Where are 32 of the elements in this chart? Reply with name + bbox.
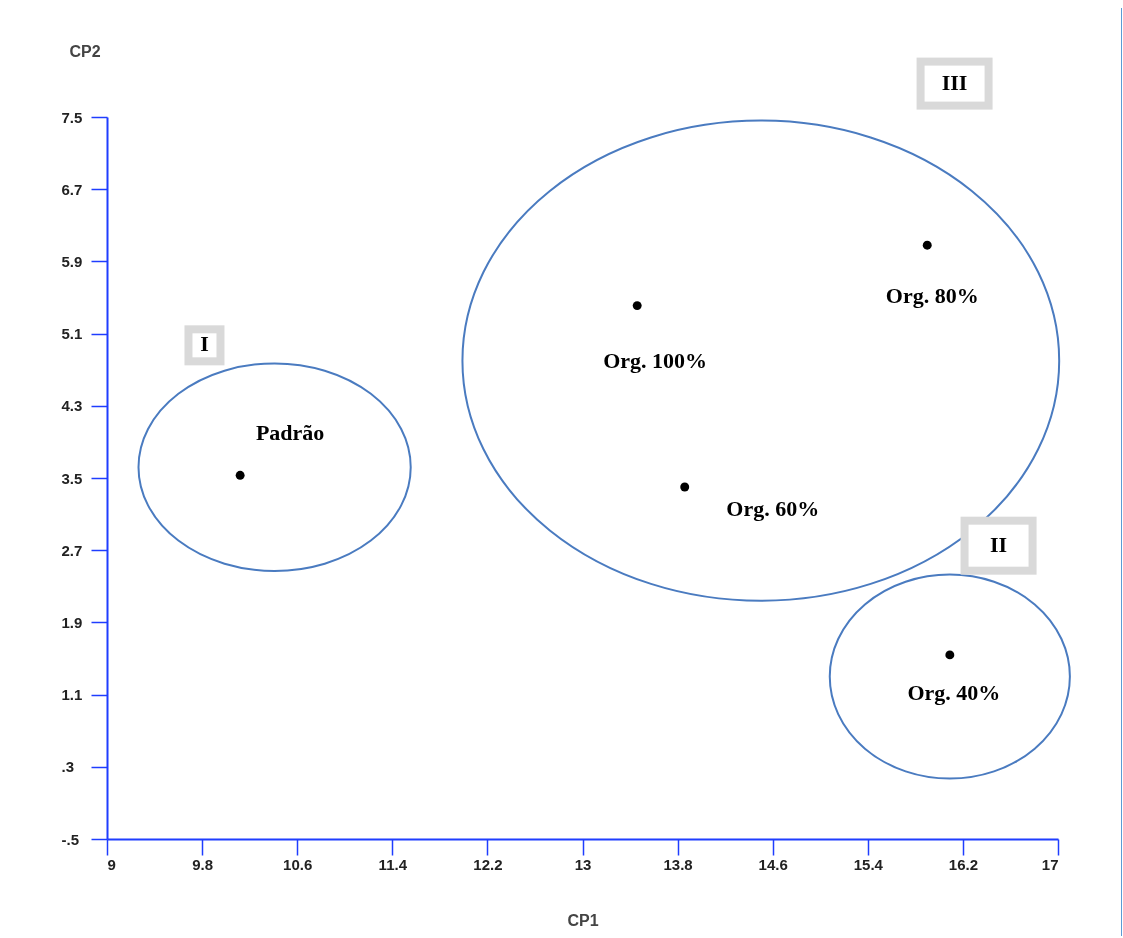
annotation: Org. 60% <box>726 496 820 522</box>
y-tick-label: 1.1 <box>61 686 83 704</box>
y-tick-label: 7.5 <box>61 108 83 126</box>
x-tick-label: 10.6 <box>283 855 313 873</box>
y-tick-label: 5.9 <box>61 252 83 270</box>
x-axis-title: CP1 <box>567 911 599 929</box>
y-tick-label: .3 <box>61 758 75 776</box>
x-tick-label: 15.4 <box>853 855 884 873</box>
y-axis-title: CP2 <box>69 42 101 60</box>
y-tick-label: 3.5 <box>61 469 83 487</box>
y-tick-label: 4.3 <box>61 397 83 415</box>
x-tick-label: 11.4 <box>378 855 408 873</box>
x-tick-label: 17 <box>1041 855 1059 873</box>
annotation: II <box>990 531 1008 557</box>
text: III <box>941 69 968 95</box>
x-tick-label: 16.2 <box>948 855 978 873</box>
annotation: Org. 100% <box>603 347 708 373</box>
x-tick-label: 14.6 <box>758 855 788 873</box>
y-tick-label: 1.9 <box>61 613 83 631</box>
x-tick-label: 9.8 <box>192 855 214 873</box>
annotation: I <box>200 331 209 357</box>
x-tick-label: 13.8 <box>663 855 693 873</box>
x-tick-label: 13 <box>574 855 592 873</box>
x-tick-label: 12.2 <box>473 855 503 873</box>
y-tick-label: 2.7 <box>61 541 83 559</box>
y-tick-label: 6.7 <box>61 180 83 198</box>
annotation: Padrão <box>255 420 325 446</box>
annotation: Org. 40% <box>907 679 1001 705</box>
y-tick-label: -.5 <box>61 830 80 848</box>
annotation: Org. 80% <box>885 283 979 309</box>
x-tick-label: 9 <box>107 855 116 873</box>
y-tick-label: 5.1 <box>61 325 83 343</box>
